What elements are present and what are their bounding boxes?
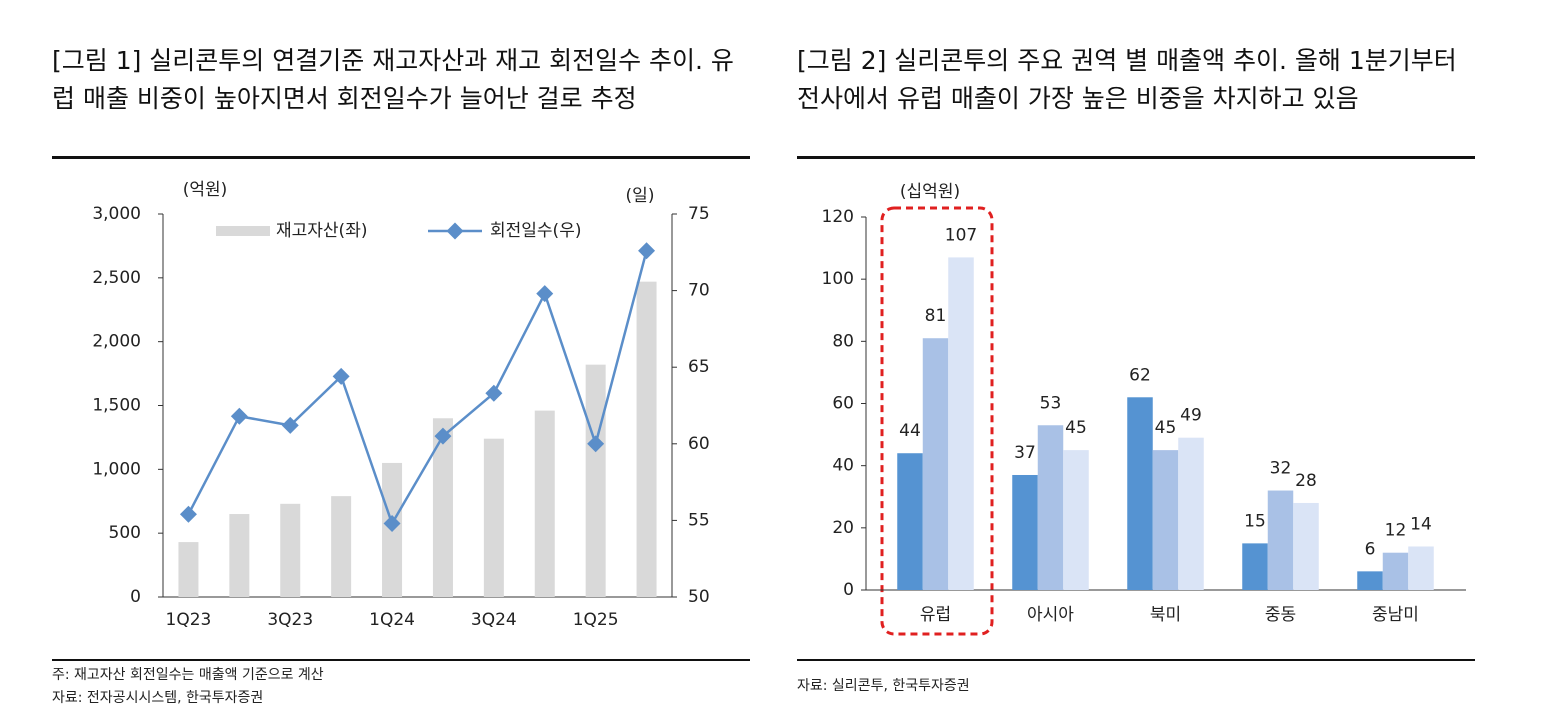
bar xyxy=(483,438,504,597)
value-label: 49 xyxy=(1180,406,1202,426)
rule xyxy=(797,659,1475,661)
value-label: 107 xyxy=(945,225,977,245)
y-tick-label: 500 xyxy=(109,523,141,543)
value-label: 53 xyxy=(1040,393,1062,413)
x-tick-label: 1Q25 xyxy=(573,610,619,630)
x-tick-label: 중남미 xyxy=(1372,605,1419,625)
bar xyxy=(636,281,657,597)
value-label: 32 xyxy=(1270,459,1292,479)
value-label: 45 xyxy=(1155,418,1177,438)
bar xyxy=(1242,543,1268,590)
value-label: 44 xyxy=(899,421,921,441)
note: 자료: 실리콘투, 한국투자증권 xyxy=(797,678,970,694)
bar xyxy=(1152,450,1179,590)
y2-tick-label: 65 xyxy=(688,357,710,377)
rule xyxy=(797,156,1475,159)
value-label: 45 xyxy=(1065,418,1087,438)
x-tick-label: 유럽 xyxy=(920,605,951,625)
marker xyxy=(434,427,452,445)
y2-tick-label: 50 xyxy=(688,587,710,607)
rule xyxy=(52,156,750,159)
y-unit: (십억원) xyxy=(900,182,960,202)
value-label: 28 xyxy=(1295,471,1317,491)
y-unit: (억원) xyxy=(183,180,228,200)
bar xyxy=(178,542,199,597)
bar xyxy=(948,257,974,590)
value-label: 37 xyxy=(1014,443,1036,463)
y2-tick-label: 70 xyxy=(688,281,710,301)
x-tick-label: 3Q24 xyxy=(471,610,517,630)
value-label: 81 xyxy=(925,306,947,326)
bar xyxy=(1127,397,1153,590)
y-tick-label: 0 xyxy=(843,580,854,600)
legend-label: 재고자산(좌) xyxy=(276,221,367,241)
y-tick-label: 1,000 xyxy=(92,459,141,479)
y-tick-label: 80 xyxy=(832,331,854,351)
marker xyxy=(638,242,656,260)
y2-tick-label: 75 xyxy=(688,204,710,224)
bar xyxy=(331,496,352,597)
y-tick-label: 0 xyxy=(130,587,141,607)
marker xyxy=(536,285,554,303)
bar xyxy=(229,514,250,597)
value-label: 12 xyxy=(1385,521,1407,541)
value-label: 15 xyxy=(1244,511,1266,531)
legend-marker xyxy=(446,222,464,240)
y2-unit: (일) xyxy=(626,186,655,206)
legend-label: 회전일수(우) xyxy=(490,221,581,241)
y-tick-label: 3,000 xyxy=(92,204,141,224)
bar xyxy=(585,364,606,597)
bar xyxy=(897,453,923,590)
highlight-box xyxy=(880,206,994,636)
y-tick-label: 100 xyxy=(822,269,854,289)
x-tick-label: 1Q23 xyxy=(166,610,212,630)
marker xyxy=(179,505,197,523)
value-label: 14 xyxy=(1410,514,1432,534)
y-tick-label: 1,500 xyxy=(92,396,141,416)
bar xyxy=(1012,474,1038,590)
bar xyxy=(432,418,453,597)
x-tick-label: 중동 xyxy=(1265,605,1296,625)
bar xyxy=(1037,425,1064,590)
marker xyxy=(587,435,605,453)
x-tick-label: 북미 xyxy=(1150,605,1181,625)
value-label: 62 xyxy=(1129,365,1151,385)
bar xyxy=(1408,546,1434,590)
y-tick-label: 2,000 xyxy=(92,332,141,352)
note: 자료: 전자공시시스템, 한국투자증권 xyxy=(52,690,264,706)
value-label: 6 xyxy=(1365,539,1376,559)
bar xyxy=(1267,490,1294,590)
note: 주: 재고자산 회전일수는 매출액 기준으로 계산 xyxy=(52,667,324,683)
marker xyxy=(281,416,299,434)
bar xyxy=(1063,450,1089,590)
bar xyxy=(1382,552,1409,590)
rule xyxy=(52,659,750,661)
marker xyxy=(332,367,350,385)
x-tick-label: 아시아 xyxy=(1027,605,1074,625)
bar xyxy=(1293,502,1319,590)
bar xyxy=(534,410,555,597)
x-tick-label: 3Q23 xyxy=(267,610,313,630)
legend-swatch xyxy=(216,226,270,236)
y-tick-label: 2,500 xyxy=(92,268,141,288)
marker xyxy=(383,514,401,532)
bar xyxy=(1357,571,1383,590)
y2-tick-label: 55 xyxy=(688,510,710,530)
chart-title: [그림 2] 실리콘투의 주요 권역 별 매출액 추이. 올해 1분기부터 전사… xyxy=(797,46,1457,113)
y-tick-label: 20 xyxy=(832,518,854,538)
bar xyxy=(922,338,949,590)
bar xyxy=(280,503,301,597)
y2-tick-label: 60 xyxy=(688,434,710,454)
bar xyxy=(1178,437,1204,590)
x-tick-label: 1Q24 xyxy=(369,610,415,630)
y-tick-label: 120 xyxy=(822,207,854,227)
marker xyxy=(485,384,503,402)
marker xyxy=(230,407,248,425)
y-tick-label: 40 xyxy=(832,456,854,476)
line xyxy=(187,250,648,527)
y-tick-label: 60 xyxy=(832,394,854,414)
chart-title: [그림 1] 실리콘투의 연결기준 재고자산과 재고 회전일수 추이. 유럽 매… xyxy=(52,46,734,113)
